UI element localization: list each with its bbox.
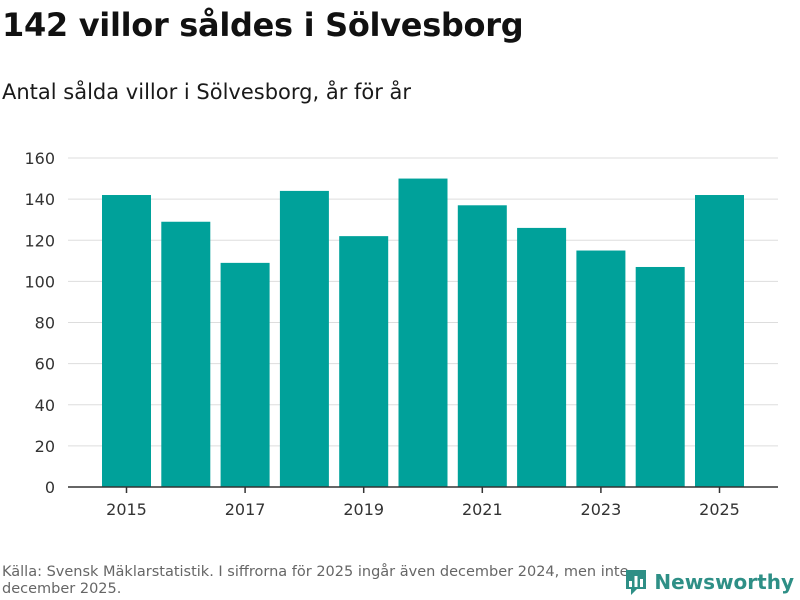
- bar-2021: [457, 205, 507, 487]
- bar-2022: [517, 227, 567, 487]
- bar-2025: [695, 195, 744, 487]
- x-tick-label: 2015: [106, 500, 147, 519]
- chart-title: 142 villor såldes i Sölvesborg: [2, 6, 524, 44]
- bar-2017: [220, 262, 270, 487]
- y-tick-label: 120: [24, 231, 55, 250]
- axes: 0 20 40 60 80 100 120 140 160 2015 2017 2019 2021 202…: [24, 149, 778, 519]
- y-tick-label: 140: [24, 190, 55, 209]
- bar-2024: [635, 266, 685, 487]
- brand-logo: Newsworthy: [624, 568, 794, 596]
- y-tick-label: 100: [24, 272, 55, 291]
- bar-2016: [161, 221, 211, 487]
- y-tick-label: 80: [35, 314, 55, 333]
- x-tick-label: 2025: [699, 500, 740, 519]
- y-tick-label: 0: [45, 478, 55, 497]
- bar-2019: [339, 236, 389, 487]
- bar-2015: [102, 195, 151, 487]
- x-tick-label: 2021: [462, 500, 503, 519]
- brand-name: Newsworthy: [654, 570, 794, 594]
- chart-subtitle: Antal sålda villor i Sölvesborg, år för …: [2, 80, 412, 104]
- newsworthy-logo-icon: [626, 570, 647, 595]
- x-tick-label: 2019: [343, 500, 384, 519]
- bar-2020: [398, 178, 448, 487]
- x-tick-label: 2017: [225, 500, 266, 519]
- bar-2018: [279, 190, 329, 487]
- bars: [102, 178, 744, 487]
- y-tick-label: 60: [35, 355, 55, 374]
- x-tick-label: 2023: [581, 500, 622, 519]
- y-tick-label: 40: [35, 396, 55, 415]
- bar-2023: [576, 250, 626, 487]
- y-tick-label: 160: [24, 149, 55, 168]
- bar-chart: 0 20 40 60 80 100 120 140 160 2015 2017 2019 2021 202…: [24, 149, 778, 519]
- source-note: Källa: Svensk Mäklarstatistik. I siffror…: [2, 564, 629, 597]
- y-tick-label: 20: [35, 437, 55, 456]
